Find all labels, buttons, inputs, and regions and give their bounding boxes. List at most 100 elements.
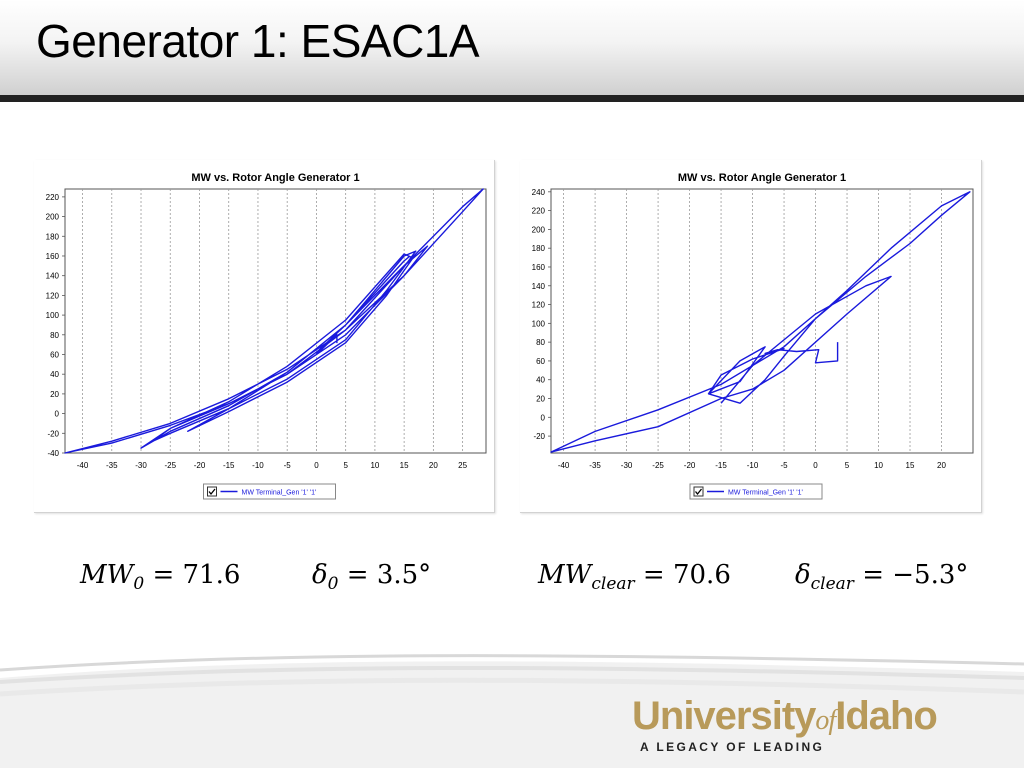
- chart1-xtick-label: -20: [194, 461, 206, 470]
- chart1-legend-check-icon: [208, 488, 216, 496]
- title-divider: [0, 95, 1024, 102]
- chart1-xtick-label: -25: [164, 461, 176, 470]
- chart2-title: MW vs. Rotor Angle Generator 1: [678, 172, 846, 184]
- chart1-ytick-label: 80: [50, 331, 59, 340]
- formula-delta0-value: 3.5°: [376, 560, 432, 590]
- formula-deltaclear-symbol: δ: [795, 560, 811, 590]
- chart1-xtick-label: 10: [370, 461, 379, 470]
- chart1-ytick-label: 0: [55, 410, 60, 419]
- chart2-xtick-label: -15: [715, 461, 727, 470]
- formula-mw0-value: 71.6: [182, 560, 241, 590]
- logo-word-university: University: [632, 694, 816, 738]
- chart2-xtick-label: -20: [684, 461, 696, 470]
- chart1-ytick-label: 100: [46, 311, 60, 320]
- chart1-xtick-label: 15: [400, 461, 409, 470]
- chart1-legend-label: MW Terminal_Gen '1' '1': [242, 490, 317, 497]
- chart2-ytick-label: 100: [532, 319, 546, 328]
- formula-delta0: δ0 = 3.5°: [312, 560, 431, 604]
- formula-deltaclear-value: −5.3°: [892, 560, 969, 590]
- formula-mwclear: MWclear = 70.6: [538, 560, 731, 604]
- chart2-xtick-label: -40: [558, 461, 570, 470]
- chart1-xtick-label: -10: [252, 461, 264, 470]
- chart1-xtick-label: -15: [223, 461, 235, 470]
- formula-deltaclear-subscript: clear: [810, 574, 854, 595]
- chart-panel-right: MW vs. Rotor Angle Generator 1 -40 -35 -30 -…: [520, 160, 982, 513]
- chart1-title: MW vs. Rotor Angle Generator 1: [191, 172, 359, 184]
- chart2-xtick-label: -10: [747, 461, 759, 470]
- chart1-legend-checkbox[interactable]: [207, 486, 217, 497]
- chart1-xtick-label: 25: [458, 461, 467, 470]
- chart1-xtick-label: -5: [284, 461, 292, 470]
- chart2-ytick-label: 60: [536, 357, 545, 366]
- formula-mw0-equals: =: [144, 560, 183, 590]
- chart2-ytick-label: 200: [532, 225, 546, 234]
- chart2-legend-check-icon: [694, 488, 703, 496]
- chart1-plot-area: [64, 188, 487, 454]
- chart2-xtick-label: -25: [652, 461, 664, 470]
- chart2-plot-area: [550, 188, 974, 454]
- chart-right: MW vs. Rotor Angle Generator 1 -40 -35 -30 -…: [532, 172, 974, 500]
- chart1-ytick-label: 220: [46, 193, 60, 202]
- logo-tagline: A LEGACY OF LEADING: [640, 740, 825, 754]
- logo-wordmark: UniversityofIdaho: [632, 694, 938, 739]
- formula-mwclear-subscript: clear: [591, 574, 635, 595]
- chart1-xtick-label: 20: [429, 461, 438, 470]
- chart2-xtick-label: 0: [813, 461, 818, 470]
- chart2-xtick-label: 10: [874, 461, 883, 470]
- chart2-ytick-label: 80: [536, 338, 545, 347]
- chart2-xtick-label: -5: [780, 461, 788, 470]
- logo-word-of: of: [815, 705, 836, 736]
- chart2-legend-checkbox[interactable]: [693, 486, 704, 497]
- chart2-xtick-label: -30: [621, 461, 633, 470]
- chart2-ytick-label: 0: [541, 413, 546, 422]
- formula-deltaclear: δclear = −5.3°: [795, 560, 968, 604]
- formula-mw0-subscript: 0: [133, 574, 145, 595]
- chart1-ytick-label: 200: [46, 213, 60, 222]
- formula-mwclear-value: 70.6: [672, 560, 731, 590]
- chart1-xtick-label: 0: [314, 461, 319, 470]
- chart2-ytick-label: 160: [532, 263, 546, 272]
- formula-delta0-equals: =: [338, 560, 377, 590]
- formula-delta0-subscript: 0: [327, 574, 339, 595]
- chart1-ytick-label: 180: [46, 232, 60, 241]
- chart2-xtick-label: 5: [845, 461, 850, 470]
- chart1-ytick-label: 20: [50, 390, 59, 399]
- chart1-xtick-label: -30: [135, 461, 147, 470]
- chart2-ytick-label: 240: [532, 188, 546, 197]
- chart1-ytick-label: 140: [46, 272, 60, 281]
- chart1-ytick-label: 40: [50, 370, 59, 379]
- formula-mwclear-equals: =: [634, 560, 673, 590]
- title-band: [0, 0, 1024, 96]
- chart2-ytick-label: -20: [533, 432, 545, 441]
- slide-title: Generator 1: ESAC1A: [36, 15, 480, 67]
- chart1-legend: [203, 483, 336, 500]
- chart2-series-line: [550, 191, 971, 453]
- chart1-ytick-label: 160: [46, 252, 60, 261]
- chart2-ytick-label: 120: [532, 301, 546, 310]
- chart1-ytick-label: 120: [46, 291, 60, 300]
- chart1-xtick-label: 5: [343, 461, 348, 470]
- chart2-ytick-label: 40: [536, 376, 545, 385]
- chart2-xtick-label: 15: [906, 461, 915, 470]
- chart1-ytick-label: 60: [50, 350, 59, 359]
- chart1-series-line: [64, 188, 484, 454]
- chart-left: MW vs. Rotor Angle Generator 1 -40 -35 -30 -…: [46, 172, 487, 500]
- formula-delta0-symbol: δ: [312, 560, 328, 590]
- chart2-ytick-label: 180: [532, 244, 546, 253]
- chart1-ytick-label: -20: [47, 429, 59, 438]
- chart2-ytick-label: 140: [532, 282, 546, 291]
- logo-word-idaho: Idaho: [835, 694, 938, 738]
- chart1-xtick-label: -35: [106, 461, 118, 470]
- chart2-legend: [689, 483, 823, 500]
- chart-panel-left: MW vs. Rotor Angle Generator 1 -40 -35 -30 -…: [34, 160, 495, 513]
- chart2-ytick-label: 20: [536, 395, 545, 404]
- chart1-xtick-label: -40: [77, 461, 89, 470]
- formula-mw0: MW0 = 71.6: [80, 560, 240, 604]
- chart1-ytick-label: -40: [47, 449, 59, 458]
- university-logo: UniversityofIdaho A LEGACY OF LEADING: [632, 694, 978, 760]
- formula-mwclear-symbol: MW: [538, 560, 592, 590]
- chart2-ytick-label: 220: [532, 207, 546, 216]
- formula-mw0-symbol: MW: [80, 560, 134, 590]
- chart2-xtick-label: -35: [589, 461, 601, 470]
- formula-deltaclear-equals: =: [853, 560, 893, 590]
